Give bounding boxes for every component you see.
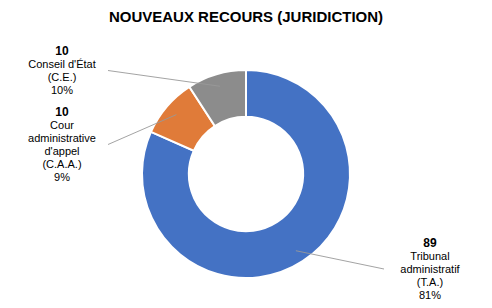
category-label-line: administrative: [28, 132, 96, 144]
value-label: 10: [55, 105, 69, 119]
category-label-line: administratif: [400, 263, 460, 275]
category-label-line: Conseil d'État: [28, 58, 96, 70]
percent-label: 9%: [54, 171, 70, 183]
annotations: 89Tribunaladministratif(T.A.)81%10Courad…: [28, 44, 461, 301]
percent-label: 10%: [51, 84, 73, 96]
slice: [142, 70, 350, 278]
leader-line: [108, 115, 176, 145]
percent-label: 81%: [419, 289, 441, 301]
value-label: 89: [423, 236, 437, 250]
category-label-line: d'appel: [44, 145, 79, 157]
category-label-line: Tribunal: [410, 250, 449, 262]
leader-line: [296, 251, 384, 269]
category-label: Tribunaladministratif(T.A.): [400, 250, 460, 288]
slice: [189, 70, 246, 126]
category-label: Conseil d'État(C.E.): [28, 58, 96, 83]
category-label-line: Cour: [50, 119, 74, 131]
leader-line: [108, 71, 220, 87]
category-label-line: (C.A.A.): [42, 158, 81, 170]
category-label: Couradministratived'appel(C.A.A.): [28, 119, 96, 170]
chart: NOUVEAUX RECOURS (JURIDICTION) 89Tribunal…: [0, 0, 492, 308]
category-label-line: (T.A.): [417, 276, 443, 288]
category-label-line: (C.E.): [48, 71, 77, 83]
slices: [142, 70, 350, 278]
title: NOUVEAUX RECOURS (JURIDICTION): [109, 8, 383, 25]
value-label: 10: [55, 44, 69, 58]
